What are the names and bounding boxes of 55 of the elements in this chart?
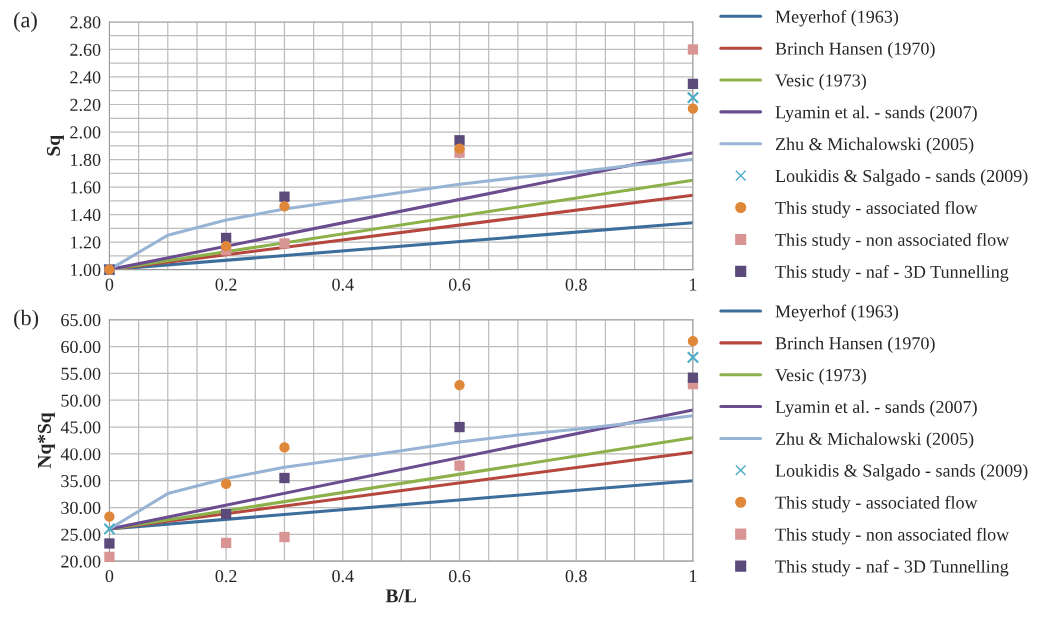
x-tick-label: 0.2 bbox=[215, 278, 237, 291]
y-tick-label: 20.00 bbox=[61, 555, 101, 568]
y-tick-label: 35.00 bbox=[61, 474, 101, 488]
y-tick-label: 1.40 bbox=[71, 208, 101, 222]
x-tick-label: 0.8 bbox=[565, 278, 587, 291]
x-tick-label: 1 bbox=[690, 570, 697, 583]
y-tick-label: 2.00 bbox=[70, 126, 101, 139]
x-tick-label: 0.4 bbox=[332, 278, 354, 291]
y-tick-label: 30.00 bbox=[61, 501, 101, 515]
x-tick-label: 0.8 bbox=[565, 570, 587, 583]
legend-label: Brinch Hansen (1970) bbox=[775, 336, 935, 354]
legend-label: This study - non associated flow bbox=[775, 527, 1010, 545]
y-tick-label: 65.00 bbox=[61, 314, 101, 327]
y-tick-label: 50.00 bbox=[61, 394, 101, 407]
legend-label: This study - naf - 3D Tunnelling bbox=[775, 265, 1009, 282]
x-tick-label: 0 bbox=[105, 570, 114, 583]
legend-label: Brinch Hansen (1970) bbox=[775, 41, 935, 59]
legend-label: Zhu & Michalowski (2005) bbox=[775, 137, 974, 154]
y-tick-label: 2.40 bbox=[70, 71, 101, 84]
legend-label: Loukidis & Salgado - sands (2009) bbox=[775, 464, 1028, 481]
legend-label: This study - associated flow bbox=[775, 201, 978, 218]
text: (b) bbox=[14, 309, 39, 330]
legend-label: Vesic (1973) bbox=[775, 73, 866, 91]
legend-label: Zhu & Michalowski (2005) bbox=[775, 432, 974, 449]
y-tick-label: 2.60 bbox=[70, 43, 101, 56]
x-tick-label: 1 bbox=[690, 278, 697, 291]
x-tick-label: 0.2 bbox=[215, 570, 237, 583]
x-tick-label: 0 bbox=[105, 278, 114, 291]
text: (a) bbox=[14, 11, 37, 33]
y-tick-label: 45.00 bbox=[60, 421, 101, 434]
y-tick-label: 1.60 bbox=[71, 181, 101, 194]
x-axis-title: B/L bbox=[385, 589, 417, 603]
legend-label: Lyamin et al. - sands (2007) bbox=[775, 105, 977, 123]
y-tick-label: 40.00 bbox=[60, 448, 101, 461]
y-axis-title: Sq bbox=[46, 135, 64, 156]
legend-label: This study - associated flow bbox=[775, 495, 978, 513]
y-tick-label: 1.80 bbox=[71, 153, 101, 167]
y-tick-label: 2.20 bbox=[70, 98, 101, 112]
legend-label: This study - naf - 3D Tunnelling bbox=[775, 559, 1009, 577]
legend-label: Lyamin et al. - sands (2007) bbox=[775, 400, 977, 417]
y-axis-title: Nq*Sq bbox=[37, 412, 55, 469]
legend-label: Meyerhof (1963) bbox=[775, 9, 899, 27]
x-tick-label: 0.4 bbox=[332, 570, 354, 583]
y-tick-label: 2.80 bbox=[70, 16, 101, 29]
y-tick-label: 55.00 bbox=[61, 367, 101, 380]
legend-label: Vesic (1973) bbox=[775, 368, 866, 385]
legend-label: This study - non associated flow bbox=[775, 233, 1010, 250]
y-tick-label: 1.00 bbox=[71, 263, 101, 277]
y-tick-label: 25.00 bbox=[61, 528, 101, 541]
x-tick-label: 0.6 bbox=[448, 278, 471, 291]
y-tick-label: 1.20 bbox=[71, 236, 101, 249]
x-tick-label: 0.6 bbox=[448, 570, 471, 583]
legend-label: Meyerhof (1963) bbox=[775, 304, 899, 322]
y-tick-label: 60.00 bbox=[61, 340, 101, 354]
legend-label: Loukidis & Salgado - sands (2009) bbox=[775, 169, 1028, 186]
